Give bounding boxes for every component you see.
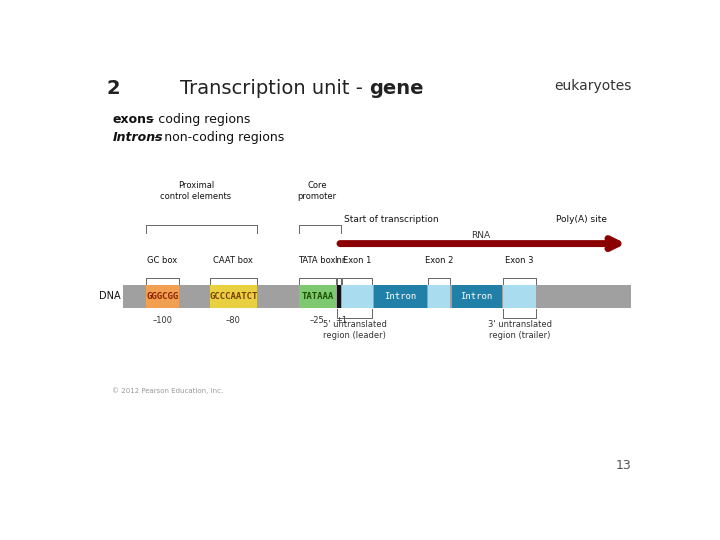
Text: Introns: Introns [112, 131, 163, 144]
Text: CAAT box: CAAT box [213, 256, 253, 265]
Text: Exon 1: Exon 1 [343, 256, 372, 265]
Text: GGGCGG: GGGCGG [146, 292, 179, 301]
Text: Intron: Intron [384, 292, 417, 301]
Bar [124, 285, 631, 308]
Bar [342, 285, 373, 308]
Bar [538, 285, 552, 308]
Text: 3' untranslated
region (trailer): 3' untranslated region (trailer) [487, 320, 552, 340]
Text: 2: 2 [107, 79, 120, 98]
Text: Poly(A) site: Poly(A) site [556, 214, 606, 224]
Bar [374, 285, 427, 308]
Bar [451, 285, 502, 308]
Text: Inr: Inr [334, 256, 345, 265]
Bar [337, 285, 341, 308]
Bar [145, 285, 179, 308]
Text: exons: exons [112, 113, 153, 126]
Text: TATAAA: TATAAA [301, 292, 333, 301]
Text: – non-coding regions: – non-coding regions [150, 131, 284, 144]
Bar [503, 285, 536, 308]
Text: –80: –80 [226, 316, 241, 326]
Text: TATA box: TATA box [298, 256, 336, 265]
Text: eukaryotes: eukaryotes [554, 79, 631, 93]
Text: –25: –25 [310, 316, 325, 326]
Text: 5' untranslated
region (leader): 5' untranslated region (leader) [323, 320, 387, 340]
Text: Exon 3: Exon 3 [505, 256, 534, 265]
Text: gene: gene [369, 79, 423, 98]
Text: RNA: RNA [471, 231, 490, 240]
Text: Intron: Intron [461, 292, 492, 301]
Text: Exon 2: Exon 2 [425, 256, 454, 265]
Bar [300, 285, 336, 308]
Text: Start of transcription: Start of transcription [344, 214, 438, 224]
Text: 13: 13 [616, 460, 631, 472]
Bar [210, 285, 258, 308]
Text: GCCCAATCT: GCCCAATCT [210, 292, 258, 301]
Text: © 2012 Pearson Education, Inc.: © 2012 Pearson Education, Inc. [112, 387, 224, 394]
Text: – coding regions: – coding regions [143, 113, 250, 126]
Text: DNA: DNA [99, 292, 121, 301]
Text: Core
promoter: Core promoter [297, 181, 337, 201]
Bar [428, 285, 451, 308]
Text: +1: +1 [335, 316, 347, 326]
Text: –100: –100 [153, 316, 173, 326]
Text: GC box: GC box [148, 256, 178, 265]
Text: Proximal
control elements: Proximal control elements [161, 181, 232, 201]
Text: Transcription unit -: Transcription unit - [180, 79, 369, 98]
